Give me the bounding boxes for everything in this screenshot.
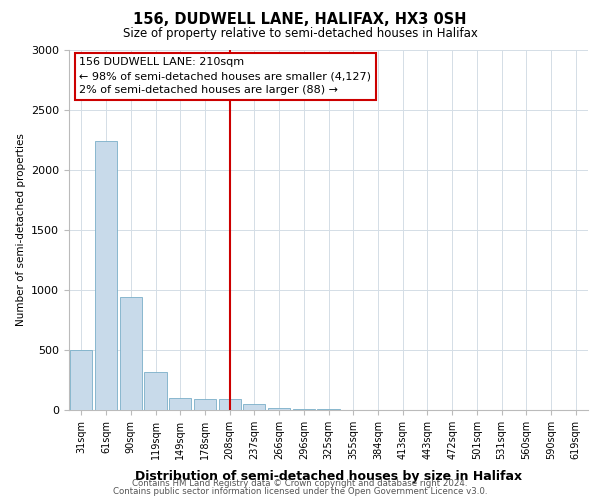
- Text: Size of property relative to semi-detached houses in Halifax: Size of property relative to semi-detach…: [122, 28, 478, 40]
- Y-axis label: Number of semi-detached properties: Number of semi-detached properties: [16, 134, 26, 326]
- Text: Contains HM Land Registry data © Crown copyright and database right 2024.: Contains HM Land Registry data © Crown c…: [132, 478, 468, 488]
- Bar: [145, 372, 167, 410]
- Bar: [95, 141, 117, 410]
- Bar: [70, 350, 92, 410]
- Bar: [243, 404, 265, 410]
- Bar: [169, 398, 191, 410]
- Bar: [218, 399, 241, 410]
- Text: 156, DUDWELL LANE, HALIFAX, HX3 0SH: 156, DUDWELL LANE, HALIFAX, HX3 0SH: [133, 12, 467, 28]
- Text: 156 DUDWELL LANE: 210sqm
← 98% of semi-detached houses are smaller (4,127)
2% of: 156 DUDWELL LANE: 210sqm ← 98% of semi-d…: [79, 57, 371, 95]
- Text: Contains public sector information licensed under the Open Government Licence v3: Contains public sector information licen…: [113, 487, 487, 496]
- Bar: [268, 408, 290, 410]
- Bar: [119, 297, 142, 410]
- X-axis label: Distribution of semi-detached houses by size in Halifax: Distribution of semi-detached houses by …: [135, 470, 522, 483]
- Bar: [194, 399, 216, 410]
